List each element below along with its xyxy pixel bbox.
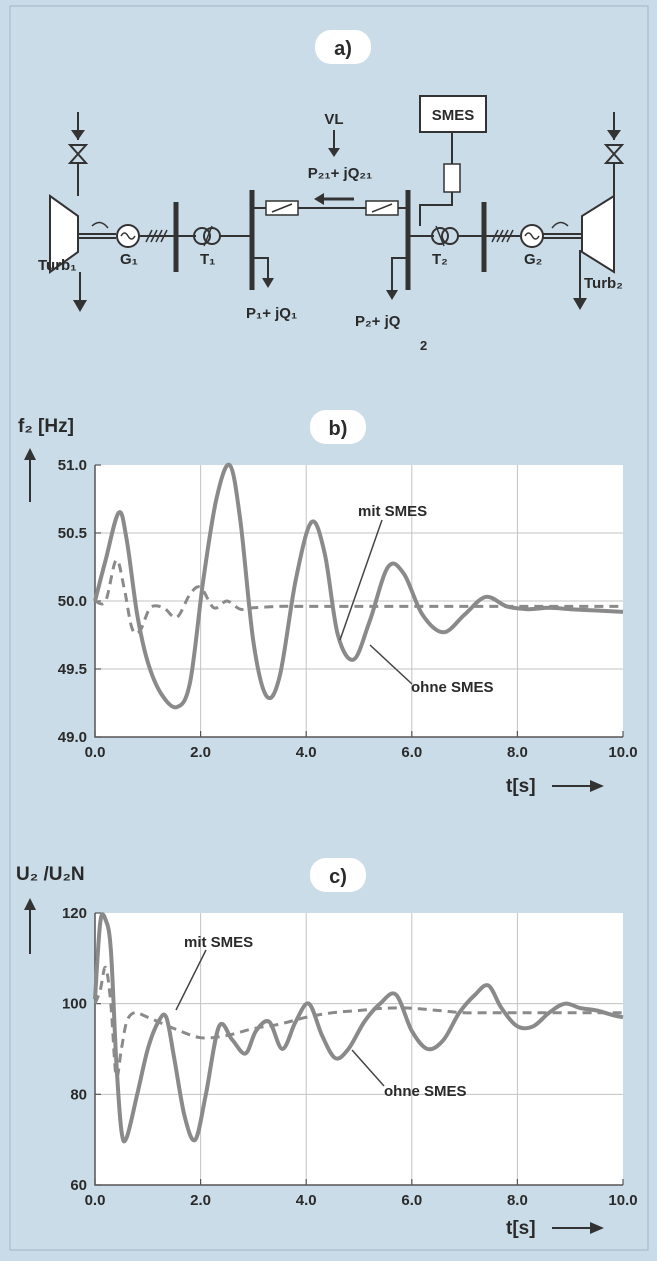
turb1-label: Turb₁ [38, 257, 76, 274]
chart-b-ticks: 0.0 2.0 4.0 6.0 8.0 10.0 49.0 49.5 50.0 50.5 51.0 [58, 457, 638, 761]
chart-c-ytick-label: 80 [70, 1086, 87, 1103]
chart-b-annotation-mit: mit SMES [358, 503, 427, 520]
chart-b-xtick-label: 10.0 [608, 744, 637, 761]
chart-c-annotation-mit: mit SMES [184, 934, 253, 951]
chart-b-mit-leader [339, 519, 383, 641]
circuit-diagram: a) VL P₂₁+ jQ₂₁ [38, 30, 625, 353]
panel-b-label: b) [329, 418, 348, 440]
three-phase-right-icon [491, 229, 514, 243]
chart-b-ytick-label: 49.5 [58, 661, 87, 678]
chart-c-mit-leader [175, 949, 207, 1011]
chart-c-ticks: 0.0 2.0 4.0 6.0 8.0 10.0 60 80 100 120 [62, 905, 638, 1209]
chart-b-grid [95, 465, 623, 737]
chart-b-annotation-ohne: ohne SMES [411, 679, 494, 696]
chart-b-xlabel: t[s] [506, 776, 536, 797]
steam-out-left-arrow [73, 300, 87, 312]
t1-label: T₁ [200, 251, 215, 268]
vl-label: VL [324, 111, 343, 128]
chart-c-xtick-label: 2.0 [190, 1192, 211, 1209]
chart-c-xtick-label: 6.0 [401, 1192, 422, 1209]
chart-c-xtick-label: 10.0 [608, 1192, 637, 1209]
panel-b-badge [310, 410, 366, 444]
smes-converter-icon [443, 163, 461, 193]
transformer-left-icon [193, 227, 211, 245]
chart-c-series-mit-smes [93, 965, 623, 1080]
g2-label: G₂ [524, 251, 542, 268]
chart-c-xtick-label: 4.0 [296, 1192, 317, 1209]
rotation-right-icon [551, 221, 569, 229]
turbine-right-icon [581, 194, 615, 274]
chart-b-ytick-label: 50.0 [58, 593, 87, 610]
load2-subscript: 2 [420, 338, 427, 353]
panel-c-label: c) [329, 866, 347, 888]
chart-b-ytick-label: 50.5 [58, 525, 87, 542]
panel-a-label: a) [334, 38, 352, 60]
chart-c-series-ohne-smes [93, 912, 624, 1144]
chart-c-ylabel: U₂ /U₂N [16, 864, 85, 885]
load-left-line [252, 257, 269, 280]
smes-label: SMES [432, 107, 475, 124]
chart-c-annotation-ohne: ohne SMES [384, 1083, 467, 1100]
g1-label: G₁ [120, 251, 138, 268]
chart-c-xtick-label: 0.0 [85, 1192, 106, 1209]
power-flow-label: P₂₁+ jQ₂₁ [308, 165, 373, 182]
chart-b-xtick-label: 8.0 [507, 744, 528, 761]
three-phase-left-icon [145, 229, 168, 243]
chart-b-xtick-label: 6.0 [401, 744, 422, 761]
chart-b-xtick-label: 4.0 [296, 744, 317, 761]
rotation-left-icon [91, 221, 109, 229]
chart-c: c) U₂ /U₂N 0.0 2.0 4.0 6.0 8.0 10.0 60 80 100 120… [16, 858, 638, 1239]
chart-b-xtick-label: 0.0 [85, 744, 106, 761]
load-right-line [391, 257, 408, 292]
chart-b-ylabel: f₂ [Hz] [18, 416, 74, 437]
steam-in-left-arrow [71, 130, 85, 140]
turb2-label: Turb₂ [584, 275, 623, 292]
turbine-left-icon [49, 194, 79, 274]
chart-c-ytick-label: 100 [62, 996, 87, 1013]
chart-b: b) f₂ [Hz] 0.0 2.0 4.0 6.0 8.0 10.0 49.0 49.5 50… [18, 410, 638, 797]
chart-b-xtick-label: 2.0 [190, 744, 211, 761]
panel-c-badge [310, 858, 366, 892]
chart-c-grid [95, 913, 623, 1185]
panel-a-badge [315, 30, 371, 64]
valve-right-icon [603, 144, 625, 164]
chart-b-series-ohne-smes [93, 462, 624, 710]
chart-c-xtick-label: 8.0 [507, 1192, 528, 1209]
chart-b-series [93, 462, 624, 710]
chart-b-series-mit-smes [94, 558, 623, 636]
chart-c-ohne-leader [351, 1049, 385, 1087]
chart-b-ytick-label: 51.0 [58, 457, 87, 474]
chart-c-ytick-label: 120 [62, 905, 87, 922]
load2-label: P₂+ jQ [355, 313, 401, 330]
load1-label: P₁+ jQ₁ [246, 305, 297, 322]
chart-c-xlabel: t[s] [506, 1218, 536, 1239]
chart-c-series [93, 912, 624, 1144]
chart-b-ohne-leader [369, 644, 413, 685]
chart-b-ytick-label: 49.0 [58, 729, 87, 746]
valve-left-icon [67, 144, 89, 164]
chart-c-plot-area [95, 913, 623, 1185]
t2-label: T₂ [432, 251, 448, 268]
chart-c-ytick-label: 60 [70, 1177, 87, 1194]
transformer-right-icon [431, 227, 449, 245]
